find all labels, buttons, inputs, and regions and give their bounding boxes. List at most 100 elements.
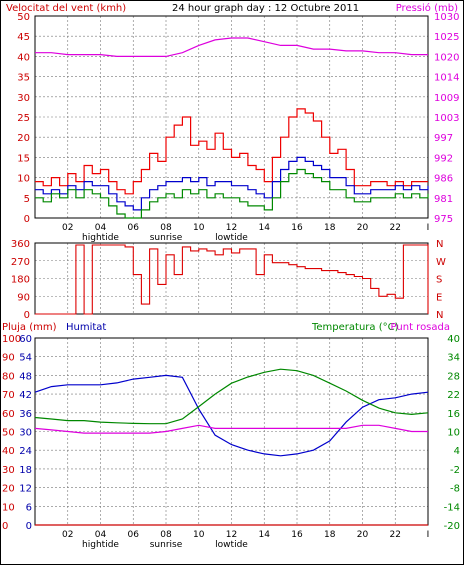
rain-tick-label: 60 <box>2 409 15 420</box>
direction-tick-label: 90 <box>17 292 30 303</box>
compass-label: N <box>436 310 443 321</box>
rain-tick-label: 70 <box>2 390 15 401</box>
x-tick-label: 18 <box>324 223 336 233</box>
x-tick-label: 22 <box>390 223 401 233</box>
pressure-tick-label: 1003 <box>434 113 459 124</box>
direction-tick-label: 270 <box>11 257 30 268</box>
wind-tick-label: 15 <box>17 153 30 164</box>
wind-tick-label: 50 <box>17 12 30 23</box>
series-wind-low <box>35 168 429 219</box>
rain-tick-label: 20 <box>2 484 15 495</box>
temperature-tick-label: -2 <box>450 465 460 476</box>
x-tick-label: 12 <box>226 223 237 233</box>
wind-tick-label: 10 <box>17 174 30 185</box>
temperature-tick-label: 16 <box>447 409 460 420</box>
series-temperature <box>34 368 429 425</box>
temperature-tick-label: 22 <box>447 390 460 401</box>
x-tick-label: I <box>427 530 430 540</box>
x-tick-label: I <box>427 223 430 233</box>
graph-title: 24 hour graph day : 12 Octubre 2011 <box>172 3 359 14</box>
tide-label: lowtide <box>215 540 248 550</box>
x-tick-label: 04 <box>95 530 107 540</box>
rain-tick-label: 50 <box>2 428 15 439</box>
compass-label: W <box>436 257 446 268</box>
tide-label: hightide <box>82 540 119 550</box>
tide-label: sunrise <box>150 540 183 550</box>
x-tick-label: 06 <box>128 530 140 540</box>
plot-frame <box>34 15 429 219</box>
wind-tick-label: 30 <box>17 93 30 104</box>
series-wind-avg <box>35 156 429 211</box>
series-dew <box>34 424 428 434</box>
direction-tick-label: 0 <box>24 310 30 321</box>
wind-tick-label: 5 <box>24 194 30 205</box>
pressure-tick-label: 997 <box>434 133 453 144</box>
rain-tick-label: 90 <box>2 353 15 364</box>
humidity-tick-label: 60 <box>19 334 32 345</box>
pressure-tick-label: 975 <box>434 214 453 225</box>
humidity-tick-label: 18 <box>19 465 32 476</box>
x-tick-label: 12 <box>226 530 237 540</box>
x-tick-label: 04 <box>95 223 107 233</box>
compass-label: E <box>436 292 442 303</box>
wind-tick-label: 25 <box>17 113 30 124</box>
x-tick-label: 06 <box>128 223 140 233</box>
x-tick-label: 10 <box>193 530 205 540</box>
pressure-tick-label: 1020 <box>434 52 459 63</box>
x-tick-label: 08 <box>160 223 172 233</box>
temperature-tick-label: 10 <box>447 428 460 439</box>
pressure-tick-label: 1030 <box>434 12 459 23</box>
temperature-tick-label: 34 <box>447 353 460 364</box>
x-tick-label: 14 <box>259 530 271 540</box>
x-tick-label: 02 <box>62 530 73 540</box>
x-tick-label: 14 <box>259 223 271 233</box>
pressure-tick-label: 1025 <box>434 32 459 43</box>
rain-tick-label: 30 <box>2 465 15 476</box>
temperature-tick-label: 40 <box>447 334 460 345</box>
x-tick-label: 18 <box>324 530 336 540</box>
wind-tick-label: 35 <box>17 73 30 84</box>
pressure-label: Pressió (mb) <box>396 2 458 14</box>
direction-tick-label: 180 <box>11 275 30 286</box>
rain-tick-label: 40 <box>2 446 15 457</box>
temperature-tick-label: 28 <box>447 371 460 382</box>
rain-tick-label: 0 <box>2 521 8 532</box>
humidity-label: Humitat <box>66 322 106 333</box>
pressure-tick-label: 981 <box>434 194 453 205</box>
rain-label: Pluja (mm) <box>2 322 57 333</box>
rain-humidity-temperature-panel: 0102030405060708090100061218243036424854… <box>2 334 460 550</box>
temperature-tick-label: 4 <box>454 446 460 457</box>
x-tick-label: 20 <box>357 530 369 540</box>
pressure-tick-label: 1014 <box>434 73 459 84</box>
humidity-tick-label: 30 <box>19 428 32 439</box>
series-direction <box>35 244 429 315</box>
rain-tick-label: 80 <box>2 371 15 382</box>
humidity-tick-label: 0 <box>26 521 32 532</box>
x-tick-label: 22 <box>390 530 401 540</box>
x-tick-label: 20 <box>357 223 369 233</box>
compass-label: N <box>436 239 443 250</box>
x-tick-label: 10 <box>193 223 205 233</box>
humidity-tick-label: 42 <box>19 390 32 401</box>
temperature-tick-label: -14 <box>444 502 460 513</box>
humidity-tick-label: 36 <box>19 409 32 420</box>
humidity-tick-label: 54 <box>19 353 32 364</box>
compass-label: S <box>436 275 442 286</box>
x-tick-label: 16 <box>291 530 303 540</box>
tide-label: sunrise <box>150 233 183 243</box>
humidity-tick-label: 24 <box>19 446 32 457</box>
direction-tick-label: 360 <box>11 239 30 250</box>
temperature-tick-label: -20 <box>444 521 460 532</box>
x-tick-label: 16 <box>291 223 303 233</box>
dew-point-label: Punt rosada <box>391 322 450 333</box>
humidity-tick-label: 48 <box>19 371 32 382</box>
tide-label: lowtide <box>215 233 248 243</box>
series-humidity <box>34 374 429 457</box>
pressure-tick-label: 992 <box>434 153 453 164</box>
series-pressure <box>35 37 428 57</box>
wind-pressure-panel: 0 5 10 15 20 25 30 35 40 45 50 975 981 986 992 997 1003 1… <box>17 12 459 243</box>
wind-tick-label: 40 <box>17 52 30 63</box>
